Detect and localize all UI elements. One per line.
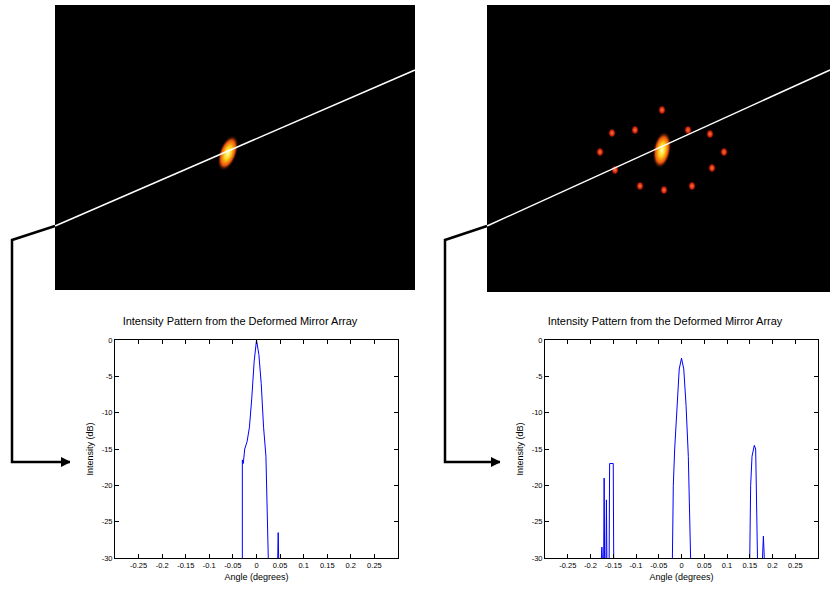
svg-text:-0.2: -0.2 [584,561,597,570]
svg-text:-20: -20 [532,481,543,490]
svg-text:0: 0 [254,561,258,570]
svg-text:-0.25: -0.25 [559,561,576,570]
svg-text:-0.1: -0.1 [203,561,216,570]
svg-text:-0.15: -0.15 [177,561,194,570]
svg-text:0.05: 0.05 [697,561,712,570]
svg-text:0.15: 0.15 [320,561,335,570]
svg-text:-0.05: -0.05 [650,561,667,570]
svg-text:-0.15: -0.15 [605,561,622,570]
svg-text:-10: -10 [102,408,113,417]
svg-text:0.2: 0.2 [346,561,356,570]
svg-text:-10: -10 [532,408,543,417]
svg-text:-30: -30 [532,554,543,563]
svg-text:0: 0 [679,561,683,570]
svg-text:-15: -15 [532,445,543,454]
svg-text:0.15: 0.15 [742,561,757,570]
svg-text:-25: -25 [102,517,113,526]
svg-text:Angle (degrees): Angle (degrees) [649,572,713,582]
svg-text:0.1: 0.1 [298,561,308,570]
svg-text:-25: -25 [532,517,543,526]
svg-text:Intensity Pattern from the Def: Intensity Pattern from the Deformed Mirr… [123,315,358,327]
svg-text:-0.1: -0.1 [630,561,643,570]
svg-text:0: 0 [108,336,112,345]
svg-text:0.05: 0.05 [273,561,288,570]
svg-text:Angle (degrees): Angle (degrees) [224,572,288,582]
svg-text:Intensity (dB): Intensity (dB) [515,422,525,475]
svg-text:-0.2: -0.2 [156,561,169,570]
svg-text:-0.25: -0.25 [130,561,147,570]
svg-text:-15: -15 [102,445,113,454]
svg-text:Intensity (dB): Intensity (dB) [85,422,95,475]
svg-text:0.25: 0.25 [367,561,382,570]
svg-text:Intensity Pattern from the Def: Intensity Pattern from the Deformed Mirr… [548,315,783,327]
svg-text:-5: -5 [536,372,543,381]
svg-text:0: 0 [538,336,542,345]
svg-text:-30: -30 [102,554,113,563]
svg-text:-5: -5 [106,372,113,381]
svg-text:-0.05: -0.05 [224,561,241,570]
svg-text:0.2: 0.2 [767,561,777,570]
svg-text:-20: -20 [102,481,113,490]
svg-text:0.25: 0.25 [788,561,803,570]
svg-text:0.1: 0.1 [722,561,732,570]
